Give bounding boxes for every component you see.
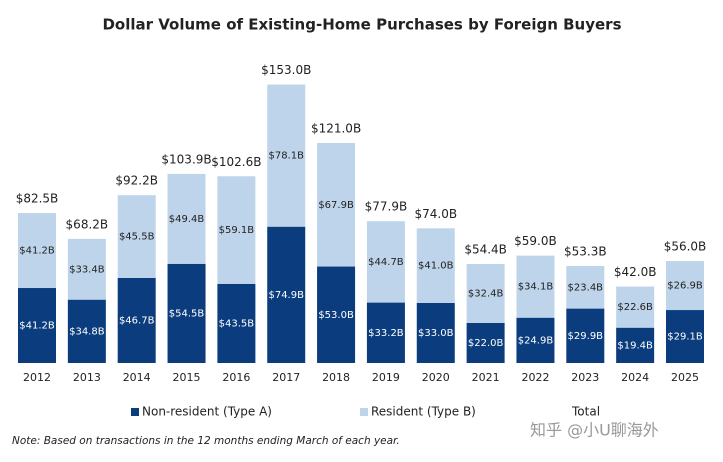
value-label: $19.4B <box>617 340 653 351</box>
bar-segment <box>217 283 256 363</box>
value-label: $43.5B <box>219 318 255 329</box>
value-label: $23.4B <box>568 282 604 293</box>
value-label: $34.8B <box>69 326 105 337</box>
value-label: $59.1B <box>219 225 255 236</box>
bar-segment <box>67 299 106 363</box>
bar-segment <box>217 176 256 284</box>
x-tick-label: 2022 <box>521 371 549 384</box>
bar-segment <box>366 302 405 363</box>
x-tick-label: 2018 <box>322 371 350 384</box>
bar-segment <box>317 266 356 363</box>
total-label: $68.2B <box>66 217 109 231</box>
legend-label: Total <box>571 405 600 419</box>
bar-segment <box>516 255 555 318</box>
bar-segment <box>167 173 206 264</box>
bar-segment <box>167 263 206 363</box>
value-label: $26.9B <box>667 281 703 292</box>
bar-segment <box>366 221 405 303</box>
bar-segment <box>466 322 505 363</box>
bar-segment <box>466 263 505 323</box>
bar-segment <box>616 286 655 328</box>
value-label: $49.4B <box>169 214 205 225</box>
value-label: $67.9B <box>318 200 354 211</box>
total-label: $92.2B <box>115 174 158 188</box>
bar-segment <box>666 310 704 363</box>
bar-segment <box>267 84 306 227</box>
bar-segment <box>67 238 106 300</box>
value-label: $54.5B <box>169 308 205 319</box>
value-label: $29.9B <box>568 331 604 342</box>
x-tick-label: 2016 <box>222 371 250 384</box>
bar-segment <box>18 213 56 289</box>
x-tick-label: 2012 <box>23 371 51 384</box>
total-label: $77.9B <box>365 200 408 214</box>
value-label: $33.4B <box>69 264 105 275</box>
chart-title: Dollar Volume of Existing-Home Purchases… <box>102 16 621 34</box>
value-label: $45.5B <box>119 232 155 243</box>
total-label: $54.4B <box>464 242 507 256</box>
total-label: $56.0B <box>664 240 707 254</box>
value-label: $24.9B <box>518 335 554 346</box>
total-label: $103.9B <box>161 152 211 166</box>
x-tick-label: 2014 <box>123 371 151 384</box>
bar-segment <box>566 265 605 309</box>
bar-segment <box>117 278 156 363</box>
x-tick-label: 2019 <box>372 371 400 384</box>
value-label: $32.4B <box>468 288 504 299</box>
bar-segment <box>666 261 704 311</box>
x-tick-label: 2024 <box>621 371 649 384</box>
legend-label: Non-resident (Type A) <box>142 405 272 419</box>
value-label: $44.7B <box>368 257 404 268</box>
value-label: $41.2B <box>19 321 55 332</box>
value-label: $29.1B <box>667 332 703 343</box>
legend-swatch <box>131 408 139 416</box>
total-label: $121.0B <box>311 121 361 135</box>
bar-segment <box>516 317 555 363</box>
value-label: $34.1B <box>518 282 554 293</box>
value-label: $33.0B <box>418 328 454 339</box>
total-label: $59.0B <box>514 234 557 248</box>
total-label: $82.5B <box>16 192 59 206</box>
bar-segment <box>416 228 455 303</box>
x-tick-label: 2021 <box>472 371 500 384</box>
total-label: $74.0B <box>414 207 457 221</box>
value-label: $22.0B <box>468 338 504 349</box>
legend-label: Resident (Type B) <box>371 405 476 419</box>
x-tick-label: 2020 <box>422 371 450 384</box>
x-tick-label: 2025 <box>671 371 699 384</box>
total-label: $153.0B <box>261 63 311 77</box>
bar-segment <box>416 302 455 363</box>
value-label: $22.6B <box>617 302 653 313</box>
value-label: $78.1B <box>268 151 304 162</box>
x-tick-label: 2023 <box>571 371 599 384</box>
value-label: $41.2B <box>19 246 55 257</box>
bar-segment <box>566 308 605 363</box>
watermark: 知乎 @小U聊海外 <box>530 421 659 440</box>
note: Note: Based on transactions in the 12 mo… <box>12 435 400 447</box>
bar-segment <box>317 142 356 267</box>
value-label: $33.2B <box>368 328 404 339</box>
value-label: $46.7B <box>119 316 155 327</box>
x-tick-label: 2017 <box>272 371 300 384</box>
total-label: $53.3B <box>564 244 607 258</box>
bar-segment <box>267 226 306 363</box>
bar-segment <box>117 195 156 279</box>
legend-swatch <box>360 408 368 416</box>
bar-segment <box>616 327 655 363</box>
total-label: $102.6B <box>211 155 261 169</box>
value-label: $41.0B <box>418 261 454 272</box>
value-label: $74.9B <box>268 290 304 301</box>
x-tick-label: 2015 <box>173 371 201 384</box>
x-tick-label: 2013 <box>73 371 101 384</box>
value-label: $53.0B <box>318 310 354 321</box>
bar-segment <box>18 288 56 363</box>
total-label: $42.0B <box>614 265 657 279</box>
